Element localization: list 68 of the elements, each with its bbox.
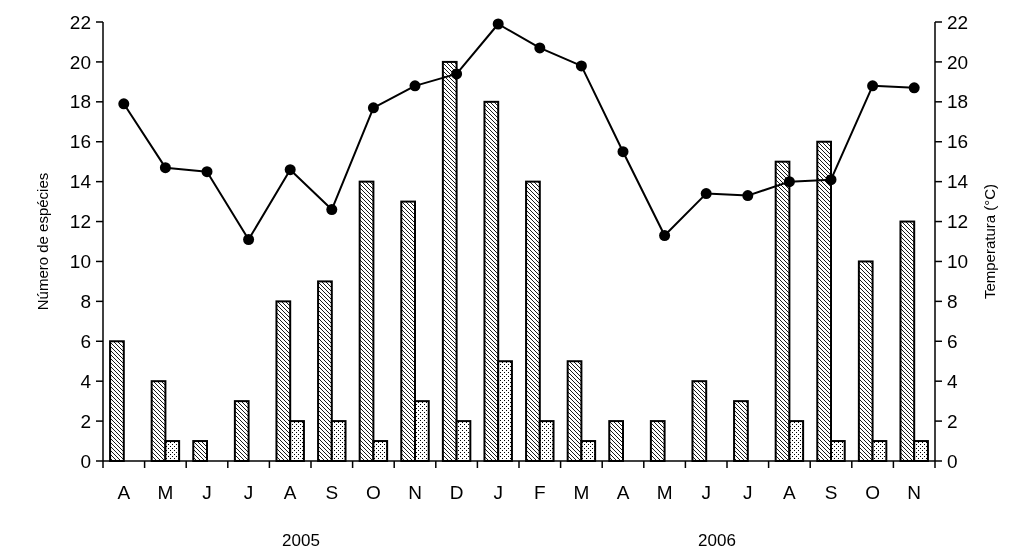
point [492, 18, 504, 30]
y2-tick-label: 16 [947, 131, 969, 153]
text: 2006 [698, 531, 736, 550]
x-tick-label: J [243, 482, 254, 503]
y2-tick-label: 22 [947, 11, 969, 33]
y2-tick-label: 12 [947, 211, 969, 233]
y2-tick-label: 8 [947, 291, 958, 313]
y2-tick-label: 20 [947, 51, 969, 73]
y-tick-label: 16 [69, 131, 91, 153]
y2-tick-label: 0 [947, 450, 958, 472]
y-tick-label: 12 [69, 211, 91, 233]
y2-axis-title: Temperatura (°C) [981, 183, 998, 300]
y-tick-label: 14 [69, 171, 92, 193]
point [409, 80, 421, 92]
x-tick-label: J [701, 482, 711, 503]
point [367, 102, 379, 114]
x-tick-label: S [325, 482, 339, 503]
y-tick-label: 4 [80, 370, 92, 392]
point [118, 98, 130, 110]
x-tick-label: A [117, 482, 131, 503]
x-tick-label: J [493, 482, 503, 503]
point [159, 162, 171, 174]
text: 2005 [282, 531, 320, 550]
point [534, 42, 546, 54]
point [284, 164, 296, 176]
x-tick-label: A [616, 482, 630, 503]
point [617, 146, 629, 158]
point [451, 68, 463, 80]
point [201, 166, 213, 178]
y-tick-label: 18 [69, 91, 91, 113]
y2-tick-label: 10 [947, 251, 969, 273]
x-tick-label: N [408, 482, 422, 503]
point [867, 80, 879, 92]
point [783, 176, 795, 188]
x-tick-label: J [743, 482, 753, 503]
y-tick-label: 20 [69, 51, 91, 73]
x-tick-label: M [573, 482, 590, 503]
x-tick-label: M [656, 482, 673, 503]
y2-tick-label: 14 [947, 171, 969, 193]
x-tick-label: A [283, 482, 297, 503]
x-tick-label: M [157, 482, 174, 503]
point [908, 82, 920, 94]
x-tick-label: F [534, 482, 546, 503]
y-tick-label: 8 [80, 291, 91, 313]
x-tick-label: D [449, 482, 464, 503]
x-tick-label: O [865, 482, 880, 503]
point [825, 174, 837, 186]
y-tick-label: 0 [80, 450, 91, 472]
x-tick-label: N [907, 482, 922, 503]
y2-tick-label: 2 [947, 410, 958, 432]
x-tick-label: A [783, 482, 797, 503]
y-axis-title: Número de espécies [34, 172, 51, 311]
point [700, 188, 712, 200]
y2-tick-label: 18 [947, 91, 969, 113]
y2-tick-label: 6 [947, 330, 958, 352]
x-tick-label: O [366, 482, 381, 503]
x-tick-label: S [824, 482, 838, 503]
y-tick-label: 6 [80, 330, 91, 352]
x-tick-label: J [202, 482, 212, 503]
y2-tick-label: 4 [947, 370, 958, 392]
y-tick-label: 2 [80, 410, 91, 432]
point [326, 204, 338, 216]
point [742, 190, 754, 202]
y-tick-label: 22 [69, 11, 91, 33]
y-tick-label: 10 [69, 251, 91, 273]
point [659, 230, 671, 242]
point [243, 234, 255, 246]
point [575, 60, 587, 72]
